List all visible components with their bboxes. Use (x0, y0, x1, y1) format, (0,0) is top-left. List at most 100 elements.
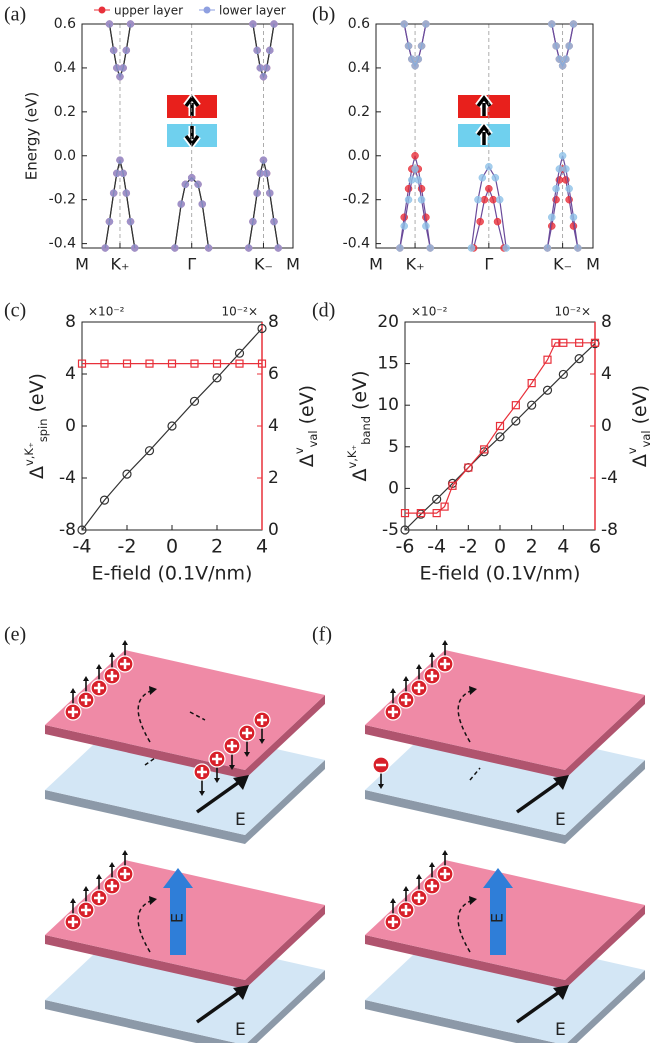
x-axis-label: E-field (0.1V/nm) (92, 563, 253, 585)
marker (408, 55, 416, 63)
y-tick-label: -4 (59, 468, 76, 488)
y-tick-label: 0.6 (348, 16, 370, 32)
marker (181, 180, 190, 189)
y-tick-label: 15 (377, 354, 399, 374)
spin-arrow-head (96, 664, 102, 669)
carrier-sign (120, 869, 130, 879)
y-tick-label: -0.2 (49, 192, 76, 208)
y-tick-label: 5 (388, 437, 399, 457)
carrier-sign (414, 893, 424, 903)
marker (101, 244, 109, 252)
slab-side (565, 695, 645, 779)
y-tick-label: 10 (377, 395, 399, 415)
slab-side (45, 935, 245, 989)
marker (416, 509, 425, 518)
marker (198, 200, 207, 208)
y-tick-label: -0.2 (343, 192, 370, 208)
slab-side (565, 905, 645, 989)
y2-tick-label: 2 (268, 468, 279, 488)
y-tick-label: 0.4 (348, 60, 370, 76)
y2-scale-label: 10⁻²× (222, 305, 258, 319)
marker (448, 481, 457, 490)
marker (565, 184, 573, 193)
marker (116, 72, 124, 81)
spin-arrow-head (70, 688, 76, 693)
x-tick-label: 2 (211, 536, 223, 558)
hop-arrow-head (469, 686, 477, 695)
marker (77, 359, 87, 368)
spin-arrow-head (442, 640, 448, 645)
spin-arrow-head (403, 676, 409, 681)
marker (119, 64, 127, 72)
carrier-sign (94, 683, 104, 693)
marker (113, 64, 121, 72)
marker (244, 244, 253, 252)
slab-side (565, 760, 645, 844)
marker (131, 244, 139, 252)
hop-arrow-head (149, 686, 157, 695)
marker (543, 355, 552, 364)
marker (404, 195, 413, 204)
spin-arrow-head (378, 784, 384, 789)
spin-arrow-head (96, 874, 102, 879)
spin-arrow-head (429, 652, 435, 657)
marker (408, 176, 416, 184)
axis-label: Δv,K₊band (eV) (345, 370, 373, 481)
marker (476, 217, 484, 226)
x-tick-label: M (75, 255, 89, 274)
marker (527, 400, 537, 410)
axis-label-sub: val (306, 430, 320, 447)
y-tick-label: 0.2 (54, 104, 76, 120)
marker (574, 244, 582, 252)
spin-arrow-head (429, 862, 435, 867)
field-arrow (515, 778, 564, 814)
legend-marker (203, 6, 211, 14)
normal-field-label: E (488, 913, 507, 923)
legend-marker (98, 6, 106, 14)
marker (491, 173, 500, 182)
field-arrow (195, 988, 244, 1024)
y-axis-label: Energy (eV) (23, 92, 41, 180)
x-tick-label: K₊ (406, 255, 425, 274)
marker (105, 217, 114, 226)
marker (464, 463, 473, 472)
spin-arrow-head (122, 850, 128, 855)
marker (100, 359, 109, 368)
x-tick-label: -2 (118, 536, 137, 558)
legend-label: lower layer (219, 4, 286, 18)
hop-arrow (137, 689, 154, 743)
hop-arrow (457, 899, 474, 953)
carrier-sign (81, 905, 91, 915)
marker (590, 338, 600, 347)
marker (562, 55, 570, 63)
marker (253, 46, 261, 55)
marker (122, 469, 132, 479)
marker (257, 359, 267, 368)
marker (189, 396, 200, 406)
x-tick-label: -4 (427, 536, 446, 558)
x-tick-label: -4 (73, 536, 92, 558)
slab-side (245, 695, 325, 779)
marker (558, 369, 568, 380)
x-tick-label: 4 (557, 536, 569, 558)
marker (495, 195, 504, 204)
y-tick-label: 20 (377, 312, 399, 332)
axis-label-base: Δ (629, 454, 651, 467)
field-arrow-head (233, 775, 249, 790)
carrier-sign (440, 659, 450, 669)
marker (400, 222, 408, 230)
field-arrow-head (553, 985, 569, 1000)
x-tick-label: M (286, 255, 300, 274)
marker (253, 189, 261, 197)
slab-side (365, 790, 565, 844)
slab-side (45, 790, 245, 844)
carrier-sign (401, 905, 411, 915)
marker (235, 359, 244, 368)
panel-label: (d) (312, 300, 335, 322)
x-tick-label: Γ (484, 255, 493, 274)
marker (187, 173, 196, 182)
panel-label: (b) (312, 4, 335, 26)
marker (259, 156, 268, 164)
x-tick-label: -6 (396, 536, 415, 558)
